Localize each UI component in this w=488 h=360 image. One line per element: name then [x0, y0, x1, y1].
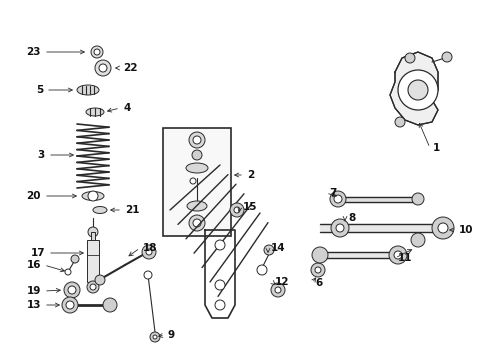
Circle shape: [333, 195, 341, 203]
Circle shape: [95, 275, 105, 285]
Text: 20: 20: [26, 191, 41, 201]
Circle shape: [146, 249, 152, 255]
Circle shape: [95, 60, 111, 76]
Circle shape: [103, 298, 117, 312]
Text: 11: 11: [397, 253, 412, 263]
Text: 4: 4: [123, 103, 130, 113]
Text: 1: 1: [432, 143, 439, 153]
Text: 13: 13: [26, 300, 41, 310]
Circle shape: [193, 136, 201, 144]
Circle shape: [90, 284, 96, 290]
Circle shape: [397, 70, 437, 110]
Text: 6: 6: [314, 278, 322, 288]
Text: 21: 21: [125, 205, 139, 215]
Text: 22: 22: [123, 63, 137, 73]
Circle shape: [311, 247, 327, 263]
Circle shape: [215, 300, 224, 310]
Text: 12: 12: [274, 277, 289, 287]
Text: 17: 17: [30, 248, 45, 258]
Bar: [91, 232, 95, 240]
Circle shape: [87, 281, 99, 293]
Circle shape: [62, 297, 78, 313]
Circle shape: [65, 269, 71, 275]
Circle shape: [91, 46, 103, 58]
Circle shape: [150, 332, 160, 342]
Ellipse shape: [77, 85, 99, 95]
Circle shape: [329, 191, 346, 207]
Circle shape: [264, 245, 273, 255]
Circle shape: [99, 64, 107, 72]
Bar: [163, 128, 230, 236]
Text: 7: 7: [328, 188, 336, 198]
Text: 19: 19: [26, 286, 41, 296]
Circle shape: [88, 191, 98, 201]
Ellipse shape: [86, 108, 104, 116]
Circle shape: [388, 246, 406, 264]
Text: 2: 2: [246, 170, 254, 180]
Circle shape: [142, 245, 156, 259]
Circle shape: [314, 267, 320, 273]
Circle shape: [431, 217, 453, 239]
Circle shape: [88, 227, 98, 237]
Circle shape: [330, 219, 348, 237]
Circle shape: [270, 283, 285, 297]
Circle shape: [153, 335, 157, 339]
Circle shape: [335, 224, 343, 232]
Circle shape: [229, 203, 244, 217]
Circle shape: [68, 286, 76, 294]
Circle shape: [437, 223, 447, 233]
Circle shape: [274, 287, 281, 293]
Circle shape: [215, 240, 224, 250]
Circle shape: [441, 52, 451, 62]
Circle shape: [310, 263, 325, 277]
Text: 9: 9: [168, 330, 175, 340]
Text: 3: 3: [38, 150, 45, 160]
Text: 8: 8: [347, 213, 354, 223]
Ellipse shape: [93, 207, 107, 213]
Circle shape: [257, 265, 266, 275]
Polygon shape: [389, 52, 437, 125]
Text: 23: 23: [26, 47, 41, 57]
Circle shape: [143, 271, 152, 279]
Text: 15: 15: [243, 202, 257, 212]
Circle shape: [411, 193, 423, 205]
Bar: [87, 240, 99, 282]
Circle shape: [193, 219, 201, 227]
Ellipse shape: [186, 201, 206, 211]
Circle shape: [71, 255, 79, 263]
Circle shape: [66, 301, 74, 309]
Circle shape: [94, 49, 100, 55]
Text: 10: 10: [458, 225, 472, 235]
Circle shape: [234, 207, 240, 213]
Circle shape: [393, 251, 401, 259]
Circle shape: [410, 233, 424, 247]
Circle shape: [404, 53, 414, 63]
Circle shape: [394, 117, 404, 127]
Ellipse shape: [185, 163, 207, 173]
Circle shape: [190, 178, 196, 184]
Circle shape: [192, 150, 202, 160]
Circle shape: [189, 215, 204, 231]
Text: 16: 16: [26, 260, 41, 270]
Circle shape: [215, 280, 224, 290]
Text: 14: 14: [270, 243, 285, 253]
Ellipse shape: [82, 192, 104, 201]
Text: 5: 5: [36, 85, 43, 95]
Circle shape: [189, 132, 204, 148]
Circle shape: [407, 80, 427, 100]
Text: 18: 18: [142, 243, 157, 253]
Circle shape: [64, 282, 80, 298]
